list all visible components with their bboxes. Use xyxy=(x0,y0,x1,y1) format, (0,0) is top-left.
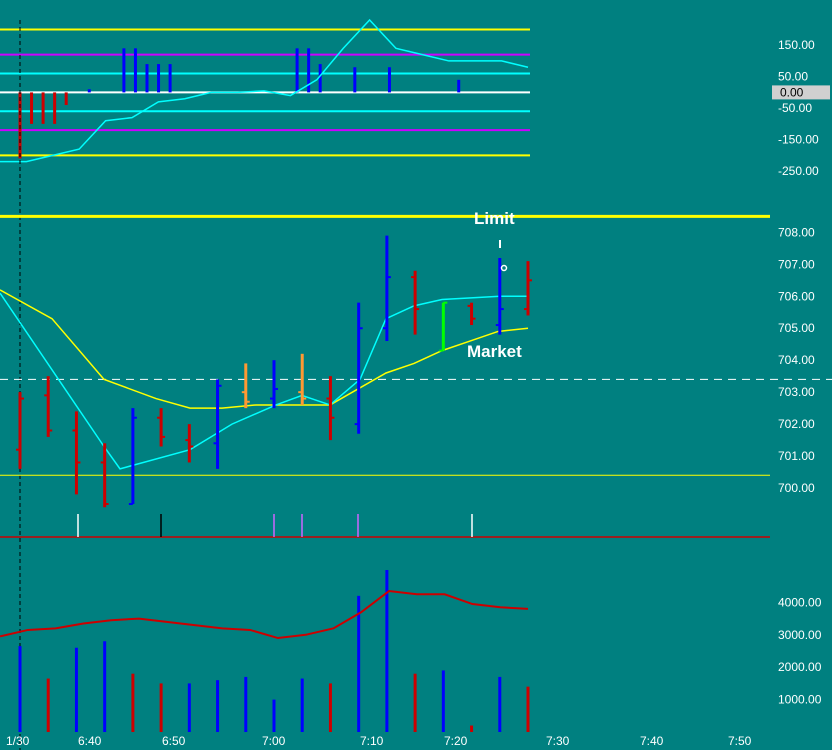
price-axis-label: 705.00 xyxy=(778,321,815,335)
x-tick-label: 7:50 xyxy=(728,734,752,748)
x-axis: 1/30 6:40 6:50 7:00 7:10 7:20 7:30 7:40 7:50 xyxy=(6,734,752,748)
price-axis-label: 701.00 xyxy=(778,449,815,463)
price-axis-label: 702.00 xyxy=(778,417,815,431)
price-axis-label: 708.00 xyxy=(778,225,815,239)
osc-axis-label: -250.00 xyxy=(778,164,819,178)
x-tick-label: 7:00 xyxy=(262,734,286,748)
limit-annotation: Limit xyxy=(474,209,515,228)
volume-axis-label: 3000.00 xyxy=(778,628,822,642)
price-axis-label: 704.00 xyxy=(778,353,815,367)
x-tick-label: 7:10 xyxy=(360,734,384,748)
price-axis-label: 703.00 xyxy=(778,385,815,399)
price-axis-label: 700.00 xyxy=(778,481,815,495)
osc-axis-label: 150.00 xyxy=(778,38,815,52)
volume-average-line xyxy=(0,590,529,640)
cyan-average-line xyxy=(0,292,528,470)
osc-axis-label: -50.00 xyxy=(778,101,812,115)
price-panel: 708.00 707.00 706.00 705.00 704.00 703.00 702.… xyxy=(0,214,832,538)
market-annotation: Market xyxy=(467,342,522,361)
limit-order-dot xyxy=(500,264,508,272)
x-tick-label: 6:40 xyxy=(78,734,102,748)
volume-axis-label: 1000.00 xyxy=(778,693,822,707)
volume-axis-label: 2000.00 xyxy=(778,660,822,674)
oscillator-panel: 150.00 50.00 -50.00 -150.00 -250.00 0.00 xyxy=(0,18,830,750)
volume-axis-label: 4000.00 xyxy=(778,595,822,609)
yellow-average-line xyxy=(0,289,529,409)
current-value-box xyxy=(772,85,830,100)
price-axis-label: 706.00 xyxy=(778,289,815,303)
x-tick-label: 1/30 xyxy=(6,734,30,748)
x-tick-label: 7:30 xyxy=(546,734,570,748)
osc-axis-label: -150.00 xyxy=(778,133,819,147)
x-tick-label: 6:50 xyxy=(162,734,186,748)
x-tick-label: 7:20 xyxy=(444,734,468,748)
osc-axis-label: 50.00 xyxy=(778,70,808,84)
price-axis-label: 707.00 xyxy=(778,257,815,271)
volume-panel: 4000.00 3000.00 2000.00 1000.00 xyxy=(0,570,822,732)
oscillator-line xyxy=(0,18,529,163)
current-value-label: 0.00 xyxy=(780,85,804,99)
x-tick-label: 7:40 xyxy=(640,734,664,748)
